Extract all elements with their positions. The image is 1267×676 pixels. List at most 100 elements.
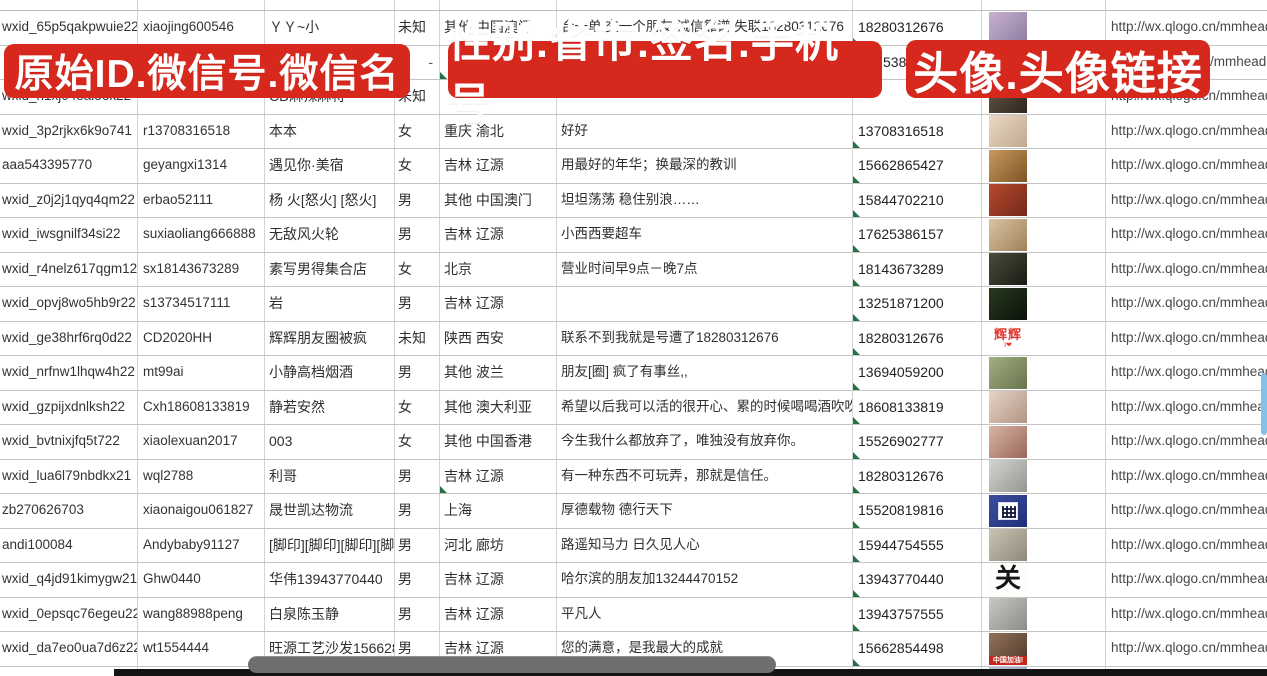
cell-wxid[interactable]: [0, 0, 138, 10]
cell-nickname[interactable]: 003: [265, 425, 395, 459]
cell-signature[interactable]: 用最好的年华；换最深的教训: [557, 149, 853, 183]
cell-signature[interactable]: [557, 287, 853, 321]
cell-phone[interactable]: 15520819816: [853, 494, 982, 528]
cell-region[interactable]: 吉林 辽源: [440, 218, 557, 252]
cell-avatar-url[interactable]: http://wx.qlogo.cn/mmhead: [1106, 356, 1267, 390]
cell-wx-account[interactable]: suxiaoliang666888: [138, 218, 265, 252]
cell-signature[interactable]: 平凡人: [557, 597, 853, 631]
cell-phone[interactable]: 17625386157: [853, 218, 982, 252]
cell-nickname[interactable]: 素写男得集合店: [265, 252, 395, 286]
cell-avatar-url[interactable]: http://wx.qlogo.cn/mmhead: [1106, 149, 1267, 183]
cell-wxid[interactable]: wxid_bvtnixjfq5t722: [0, 425, 138, 459]
cell-wxid[interactable]: wxid_65p5qakpwuie22: [0, 11, 138, 45]
cell-nickname[interactable]: 华伟13943770440: [265, 563, 395, 597]
cell-avatar-url[interactable]: http://wx.qlogo.cn/mmhead: [1106, 184, 1267, 218]
cell-signature[interactable]: 希望以后我可以活的很开心、累的时候喝喝酒吹吹[: [557, 390, 853, 424]
cell-avatar-url[interactable]: http://wx.qlogo.cn/mmhead: [1106, 11, 1267, 45]
cell-nickname[interactable]: 辉辉朋友圈被疯: [265, 321, 395, 355]
cell-avatar-url[interactable]: /mmhead: [1106, 46, 1267, 80]
cell-gender[interactable]: 女: [395, 425, 440, 459]
cell-signature[interactable]: 好好: [557, 114, 853, 148]
cell-phone[interactable]: 13943757555: [853, 597, 982, 631]
cell-wxid[interactable]: wxid_lua6l79nbdkx21: [0, 459, 138, 493]
cell-signature[interactable]: 合一单 交一个朋友 诚信靠谱 失联18280312676: [557, 11, 853, 45]
cell-avatar[interactable]: [982, 494, 1106, 528]
cell-wx-account[interactable]: erbao52111: [138, 183, 265, 217]
cell-gender[interactable]: 未知: [395, 321, 440, 355]
cell-region[interactable]: 吉林 辽源: [440, 459, 557, 493]
cell-avatar-url[interactable]: http://wx.qlogo.cn/mmhead: [1106, 460, 1267, 494]
cell-wxid[interactable]: wxid_q4jd91kimygw21: [0, 563, 138, 597]
cell-nickname[interactable]: [265, 0, 395, 10]
cell-avatar-url[interactable]: http://wx.qlogo.cn/mmhead: [1106, 529, 1267, 563]
cell-wx-account[interactable]: [138, 0, 265, 10]
cell-avatar[interactable]: [982, 425, 1106, 459]
cell-avatar-url[interactable]: http://wx.qlogo.cn/mmhead: [1106, 322, 1267, 356]
cell-avatar[interactable]: [982, 183, 1106, 217]
cell-wx-account[interactable]: geyangxi1314: [138, 149, 265, 183]
cell-signature[interactable]: 营业时间早9点－晚7点: [557, 252, 853, 286]
cell-avatar-url[interactable]: http://wx.qlogo.cn/mmhead: [1106, 425, 1267, 459]
cell-avatar[interactable]: [982, 528, 1106, 562]
cell-signature[interactable]: [557, 0, 853, 10]
cell-wxid[interactable]: wxid_nrfnw1lhqw4h22: [0, 356, 138, 390]
cell-avatar-url[interactable]: http://wx.qlogo.cn/mmhead: [1106, 391, 1267, 425]
cell-avatar[interactable]: [982, 597, 1106, 631]
cell-wxid[interactable]: wxid_0epsqc76egeu22: [0, 597, 138, 631]
cell-gender[interactable]: 男: [395, 632, 440, 666]
cell-avatar-url[interactable]: http://wx.qlogo.cn/mmhead: [1106, 598, 1267, 632]
cell-region[interactable]: 重庆 渝北: [440, 114, 557, 148]
cell-phone[interactable]: 13708316518: [853, 114, 982, 148]
cell-nickname[interactable]: [脚印][脚印][脚印][脚印: [265, 528, 395, 562]
cell-wxid[interactable]: wxid_r4nelz617qgm12: [0, 252, 138, 286]
cell-avatar-url[interactable]: http://wx.qlogo.cn/mmhead: [1106, 218, 1267, 252]
cell-nickname[interactable]: 晟世凯达物流: [265, 494, 395, 528]
cell-avatar[interactable]: [982, 0, 1106, 10]
cell-wxid[interactable]: zb270626703: [0, 494, 138, 528]
cell-avatar[interactable]: [982, 252, 1106, 286]
cell-region[interactable]: 陕西 西安: [440, 321, 557, 355]
cell-gender[interactable]: 男: [395, 287, 440, 321]
cell-gender[interactable]: 女: [395, 149, 440, 183]
cell-gender[interactable]: [395, 0, 440, 10]
cell-wx-account[interactable]: mt99ai: [138, 356, 265, 390]
cell-phone[interactable]: 18608133819: [853, 390, 982, 424]
cell-avatar[interactable]: [982, 287, 1106, 321]
cell-nickname[interactable]: 遇见你·美宿: [265, 149, 395, 183]
cell-region[interactable]: 吉林 辽源: [440, 632, 557, 666]
cell-gender[interactable]: 男: [395, 494, 440, 528]
cell-avatar[interactable]: 辉辉 I❤: [982, 321, 1106, 355]
cell-region[interactable]: [440, 0, 557, 10]
cell-signature[interactable]: 朋友[圈] 疯了有事丝,,: [557, 356, 853, 390]
cell-region[interactable]: 吉林 辽源: [440, 149, 557, 183]
cell-signature[interactable]: 厚德载物 德行天下: [557, 494, 853, 528]
cell-phone[interactable]: 18143673289: [853, 252, 982, 286]
cell-avatar[interactable]: [982, 390, 1106, 424]
cell-wx-account[interactable]: wql2788: [138, 459, 265, 493]
cell-wxid[interactable]: wxid_iwsgnilf34si22: [0, 218, 138, 252]
cell-avatar[interactable]: 中国加油!: [982, 632, 1106, 666]
cell-avatar[interactable]: [982, 11, 1106, 45]
cell-phone[interactable]: 15662865427: [853, 149, 982, 183]
cell-wxid[interactable]: wxid_z0j2j1qyq4qm22: [0, 183, 138, 217]
cell-avatar-url[interactable]: http://wx.qlogo.cn/mmhead: [1106, 287, 1267, 321]
cell-gender[interactable]: 女: [395, 114, 440, 148]
cell-region[interactable]: 其他 中国澳门: [440, 11, 557, 45]
cell-nickname[interactable]: 无敌风火轮: [265, 218, 395, 252]
cell-phone[interactable]: 13694059200: [853, 356, 982, 390]
cell-region[interactable]: 其他 波兰: [440, 356, 557, 390]
cell-region[interactable]: 北京: [440, 252, 557, 286]
cell-signature[interactable]: 您的满意，是我最大的成就: [557, 632, 853, 666]
cell-region[interactable]: 其他 澳大利亚: [440, 390, 557, 424]
horizontal-scrollbar-thumb[interactable]: [248, 656, 776, 673]
cell-wx-account[interactable]: wang88988peng: [138, 597, 265, 631]
cell-avatar[interactable]: [982, 149, 1106, 183]
cell-wxid[interactable]: wxid_gzpijxdnlksh22: [0, 390, 138, 424]
cell-region[interactable]: 河北 廊坊: [440, 528, 557, 562]
cell-wx-account[interactable]: Cxh18608133819: [138, 390, 265, 424]
cell-signature[interactable]: 联系不到我就是号遭了18280312676: [557, 321, 853, 355]
cell-phone[interactable]: 13943770440: [853, 563, 982, 597]
cell-wxid[interactable]: wxid_3p2rjkx6k9o741: [0, 114, 138, 148]
cell-gender[interactable]: 男: [395, 218, 440, 252]
cell-phone[interactable]: 15944754555: [853, 528, 982, 562]
